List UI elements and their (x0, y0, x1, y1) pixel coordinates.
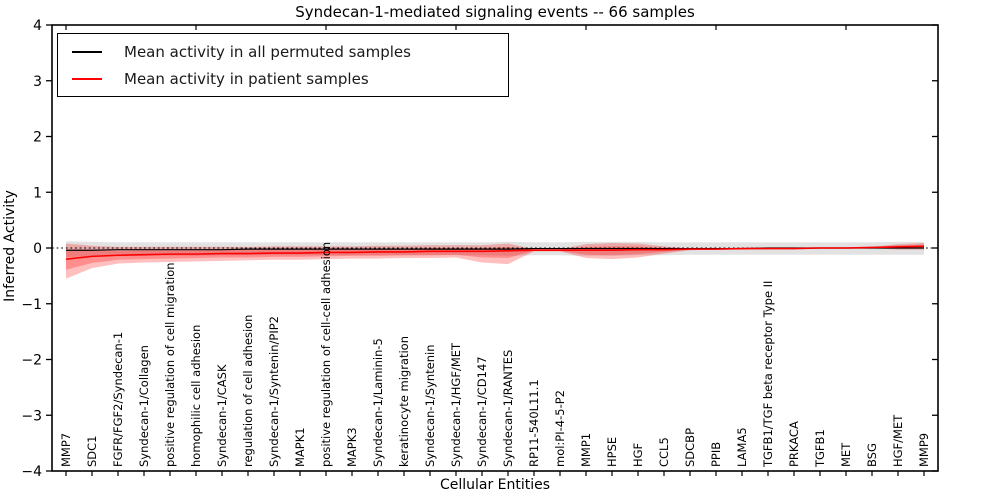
patient-mean-line (65, 245, 925, 260)
y-tick-label: 3 (33, 74, 42, 90)
x-category-label: MAPK1 (293, 427, 307, 467)
legend-item-permuted: Mean activity in all permuted samples (72, 43, 508, 61)
x-category-label: TGFB1 (813, 429, 827, 468)
y-tick-label: −4 (21, 464, 42, 480)
x-category-label: homophilic cell adhesion (189, 325, 203, 467)
permuted-line-swatch (72, 50, 102, 53)
x-category-label: Syndecan-1/CD147 (475, 356, 489, 467)
x-category-label: regulation of cell adhesion (241, 315, 255, 467)
patient-range-inner-band (66, 244, 924, 270)
x-category-label: keratinocyte migration (397, 336, 411, 467)
legend-label-permuted: Mean activity in all permuted samples (124, 42, 411, 61)
x-category-label: MMP7 (59, 433, 73, 467)
x-category-label: Syndecan-1/CASK (215, 364, 229, 467)
x-category-label: LAMA5 (735, 427, 749, 467)
x-category-label: HGF (631, 443, 645, 467)
x-category-label: HGF/MET (891, 414, 905, 467)
chart-title: Syndecan-1-mediated signaling events -- … (295, 3, 695, 21)
y-tick-label: 0 (33, 241, 42, 257)
y-tick-label: 1 (33, 185, 42, 201)
x-axis-label: Cellular Entities (439, 477, 551, 493)
x-category-label: positive regulation of cell migration (163, 262, 177, 467)
legend-label-patient: Mean activity in patient samples (124, 69, 369, 88)
x-category-label: MMP1 (579, 433, 593, 467)
y-tick-label: −1 (21, 297, 42, 313)
x-category-label: Syndecan-1/Syntenin/PIP2 (267, 316, 281, 467)
patient-line-swatch (72, 77, 102, 80)
legend-item-patient: Mean activity in patient samples (72, 70, 508, 88)
x-category-label: TGFB1/TGF beta receptor Type II (761, 281, 775, 468)
x-category-label: BSG (865, 443, 879, 467)
y-tick-label: 2 (33, 130, 42, 146)
y-tick-label: −2 (21, 353, 42, 369)
x-category-label: FGFR/FGF2/Syndecan-1 (111, 332, 125, 467)
x-category-label: Syndecan-1/RANTES (501, 350, 515, 467)
x-category-label: CCL5 (657, 437, 671, 467)
x-category-label: Syndecan-1/Syntenin (423, 344, 437, 467)
x-category-label: SDC1 (85, 435, 99, 467)
x-category-label: MAPK3 (345, 427, 359, 467)
x-category-label: PPIB (709, 442, 723, 467)
patient-range-outer-band (66, 242, 924, 279)
x-category-label: RP11-540L11.1 (527, 379, 541, 467)
x-category-label: Syndecan-1/HGF/MET (449, 342, 463, 467)
legend: Mean activity in all permuted samples Me… (57, 33, 509, 97)
y-tick-label: 4 (33, 18, 42, 34)
x-category-label: MMP9 (917, 433, 931, 467)
x-category-label: SDCBP (683, 428, 697, 467)
x-category-label: Syndecan-1/Collagen (137, 345, 151, 467)
x-category-label: positive regulation of cell-cell adhesio… (319, 242, 333, 467)
x-category-label: mol:PI-4-5-P2 (553, 390, 567, 467)
x-category-label: PRKACA (787, 421, 801, 467)
x-category-label: HPSE (605, 437, 619, 467)
x-category-label: Syndecan-1/Laminin-5 (371, 338, 385, 467)
y-tick-label: −3 (21, 408, 42, 424)
x-category-label: MET (839, 442, 853, 467)
